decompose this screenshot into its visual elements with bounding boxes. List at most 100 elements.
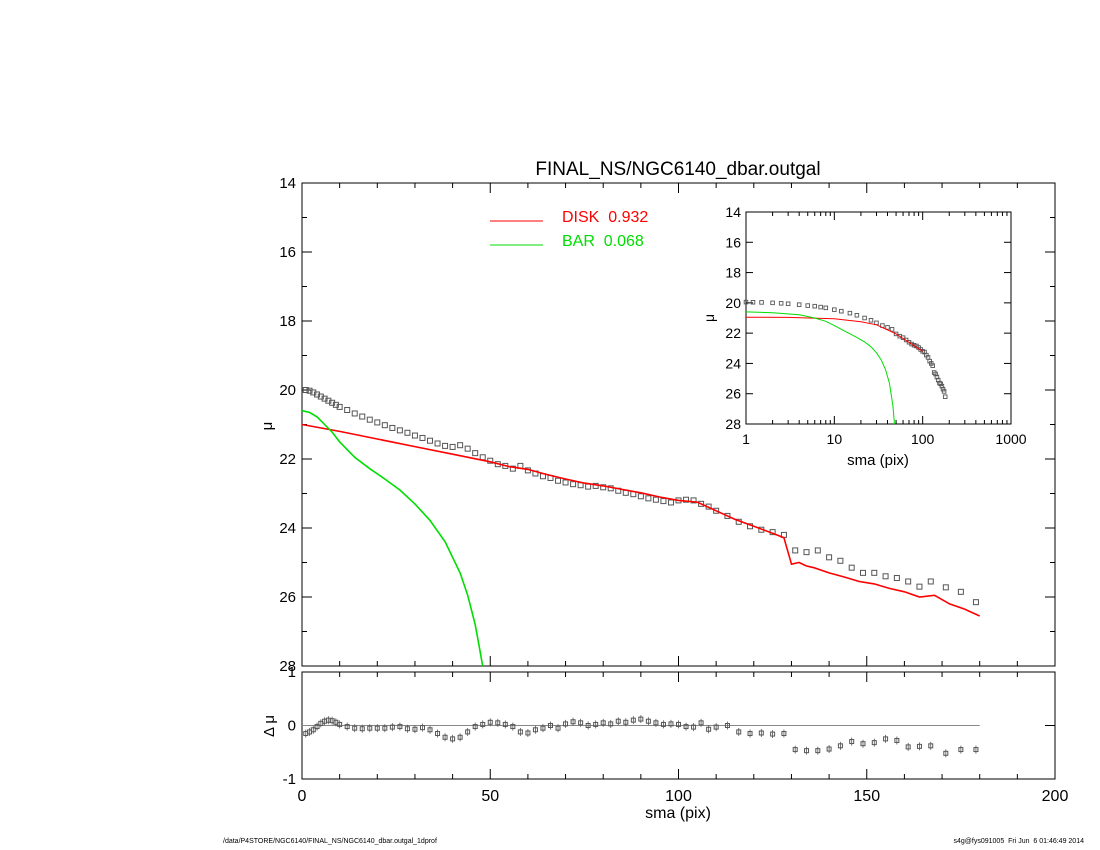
observed-data-point [336, 403, 343, 410]
observed-data-point [814, 547, 821, 554]
disk-model-line [301, 423, 981, 617]
inset-y-tick-label: 14 [725, 204, 741, 220]
inset-x-axis-label: sma (pix) [847, 452, 909, 469]
residual-data-point [495, 720, 501, 726]
main-y-tick-label: 16 [279, 244, 296, 261]
inset-observed-point [885, 325, 890, 330]
observed-data-point [972, 599, 979, 606]
residual-data-point [310, 727, 316, 733]
inset-observed-point [909, 341, 914, 347]
observed-data-point [570, 481, 577, 488]
observed-data-point [389, 424, 396, 431]
legend: DISK 0.932 BAR 0.068 [490, 209, 648, 250]
observed-data-point [826, 554, 833, 561]
observed-data-point [690, 497, 697, 504]
observed-data-point [848, 564, 855, 571]
inset-observed-point [930, 363, 935, 368]
x-tick-label: 200 [1042, 788, 1069, 805]
observed-data-point [411, 432, 418, 439]
residual-data-point [706, 726, 712, 732]
inset-observed-point [935, 377, 941, 383]
legend-bar-label: BAR 0.068 [562, 233, 644, 250]
observed-data-point [893, 575, 900, 582]
inset-y-tick-label: 26 [725, 386, 741, 402]
observed-data-point [351, 410, 358, 417]
residual-data-point [736, 729, 742, 735]
inset-plot-frame [745, 211, 1012, 425]
residual-data-point [804, 748, 810, 754]
residual-data-point [337, 721, 343, 727]
residual-data-point [450, 736, 456, 742]
observed-data-point [882, 573, 889, 580]
residual-data-point [747, 731, 753, 737]
residual-data-point [480, 721, 486, 727]
inset-observed-point [812, 303, 817, 309]
main-y-ticks: 14 16 18 20 22 24 26 28 [279, 175, 1055, 675]
inset-observed-point [832, 307, 837, 312]
x-tick-label: 100 [665, 788, 692, 805]
observed-data-point [374, 419, 381, 426]
observed-data-point [509, 465, 516, 472]
residual-data-point [653, 720, 659, 726]
observed-data-point [419, 434, 426, 441]
x-tick-label: 0 [298, 788, 307, 805]
inset-observed-point [743, 299, 749, 305]
residual-data-point [770, 731, 776, 737]
observed-data-point [306, 387, 313, 394]
residual-data-point [849, 739, 855, 745]
residual-data-point [668, 721, 674, 727]
residual-data-point [928, 743, 934, 749]
residual-data-point [578, 720, 584, 726]
residual-data-point [359, 726, 365, 732]
observed-data-point [555, 477, 562, 484]
inset-observed-point [759, 300, 764, 305]
inset-observed-point [847, 310, 853, 316]
residual-panel: Δ μ sma (pix) -101 0 50 100 150 200 [261, 664, 1068, 822]
x-tick-label: 150 [853, 788, 880, 805]
residual-data-point [676, 721, 681, 727]
residual-data-point [532, 727, 538, 733]
residual-y-ticks: -1 0 1 [283, 664, 1055, 788]
observed-data-point [667, 499, 674, 506]
inset-observed-point [939, 383, 945, 389]
inset-series [743, 299, 948, 425]
observed-data-point [905, 578, 912, 585]
residual-data-point [615, 718, 621, 724]
residual-data-point [792, 747, 798, 753]
residual-data-point [487, 719, 493, 725]
residual-data-point [314, 724, 320, 730]
residual-data-point [442, 734, 448, 740]
residual-data-point [585, 723, 591, 728]
residual-data-point [600, 720, 606, 726]
inset-disk-model-line [745, 316, 923, 352]
residual-data-point [540, 725, 546, 731]
residual-data-point [472, 724, 478, 730]
inset-observed-point [941, 389, 947, 394]
inset-observed-point [940, 386, 946, 392]
residual-data-point [943, 750, 949, 756]
observed-data-point [359, 413, 366, 420]
inset-y-tick-label: 20 [725, 295, 741, 311]
observed-data-point [404, 429, 411, 436]
inset-panel: sma (pix) μ 14 16 18 20 22 24 26 28 1 10 100 1000 [701, 204, 1027, 469]
inset-observed-point [854, 313, 860, 318]
inset-y-ticks: 14 16 18 20 22 24 26 28 [725, 204, 1011, 432]
residual-data-point [883, 736, 889, 742]
residual-data-point [645, 718, 651, 724]
residual-data-point [916, 743, 922, 749]
residual-data-point [517, 729, 523, 735]
footer-file-path: /data/P4STORE/NGC6140/FINAL_NS/NGC6140_d… [223, 838, 437, 845]
residual-data-point [860, 741, 866, 747]
observed-data-point [344, 407, 351, 414]
inset-observed-point [823, 305, 829, 311]
main-x-ticks [301, 183, 1056, 666]
main-y-tick-label: 22 [279, 451, 296, 468]
inset-observed-point [805, 303, 810, 308]
inset-x-tick-label: 100 [911, 431, 935, 447]
residual-data-point [837, 743, 843, 749]
observed-data-point [645, 495, 652, 502]
residual-data-point [435, 731, 441, 737]
residual-data-point [367, 725, 373, 731]
inset-observed-point [770, 300, 775, 306]
observed-data-point [698, 500, 705, 507]
